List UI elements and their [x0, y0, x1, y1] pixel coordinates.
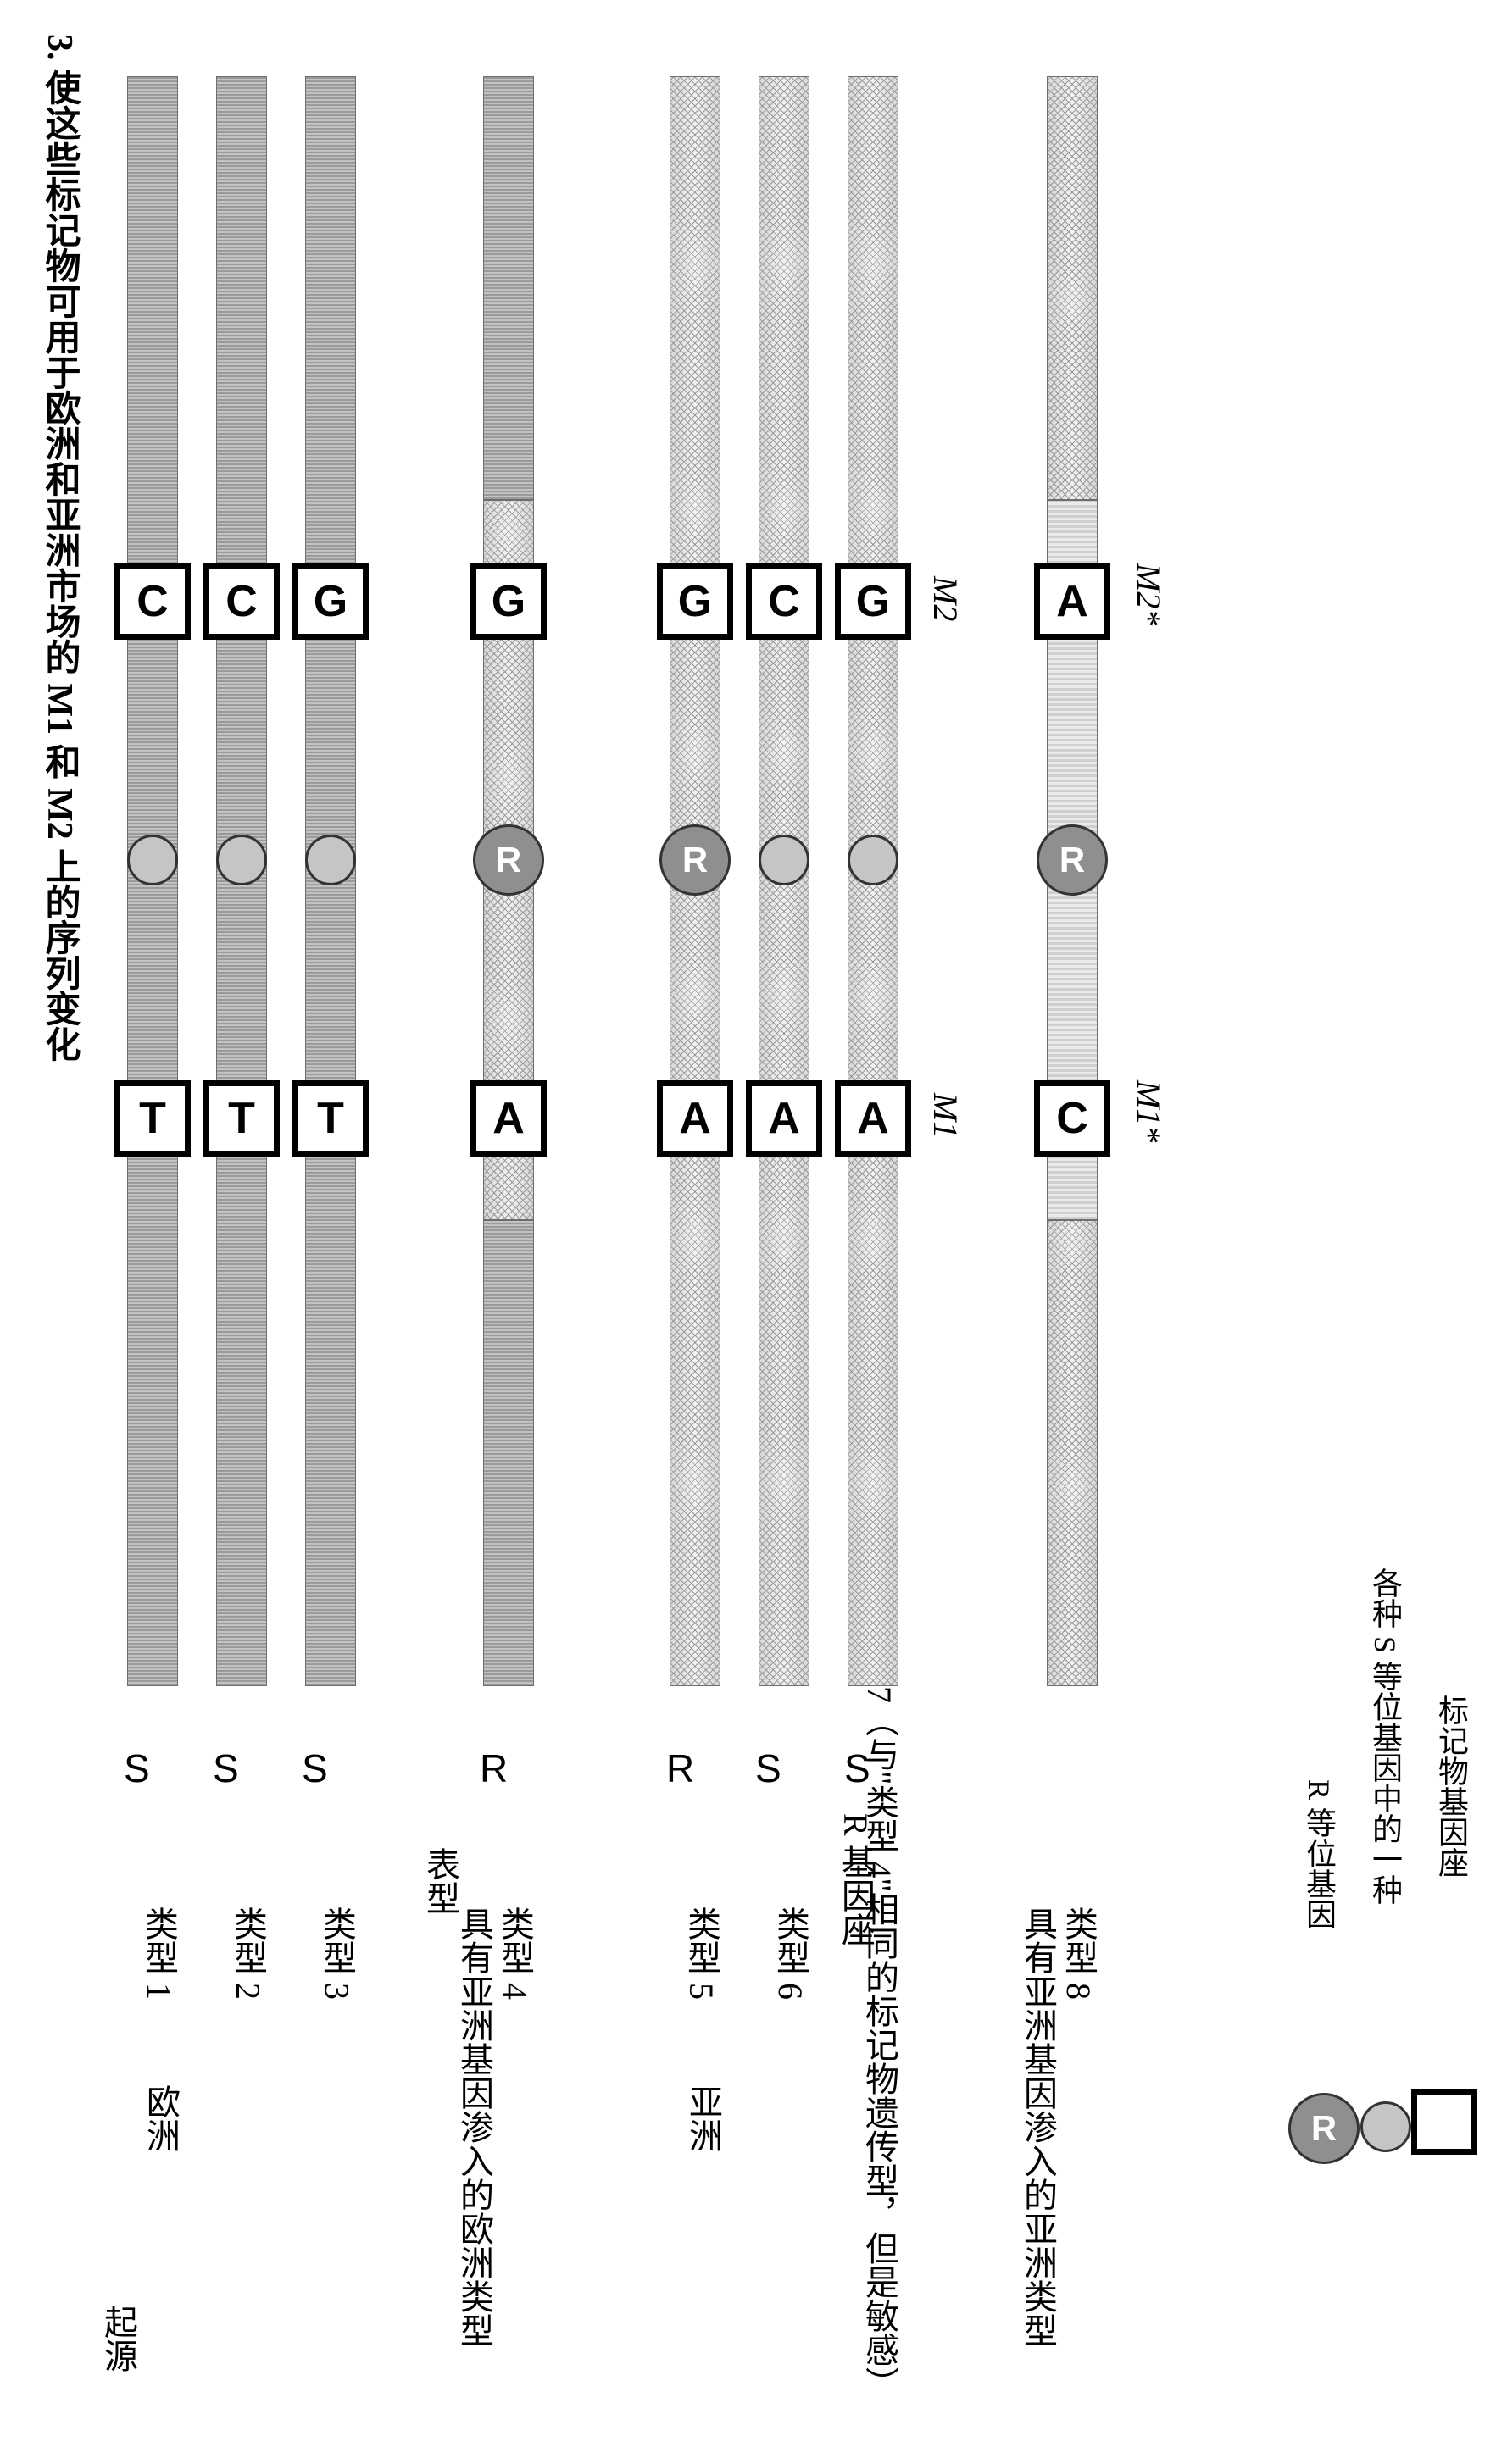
row-label: 类型 7（与"类型 4"相同的标记物遗传型，但是敏感） [854, 1610, 904, 2400]
col-origin: 起源 [93, 2305, 142, 2372]
legend-r-circle-icon: R [1288, 2093, 1360, 2164]
chromosome-bar [1047, 76, 1098, 500]
marker-m2: C [114, 563, 191, 640]
heading-europe: 欧洲 [136, 2084, 185, 2152]
marker-m1: T [203, 1080, 280, 1157]
marker-m1: A [835, 1080, 911, 1157]
marker-m1: T [114, 1080, 191, 1157]
marker-m2: G [470, 563, 547, 640]
phenotype: S [302, 1745, 328, 1791]
phenotype: S [844, 1745, 870, 1791]
legend-marker-box-icon [1411, 2089, 1477, 2155]
row-label: 类型 1 [134, 1906, 183, 2000]
marker-m1: C [1034, 1080, 1110, 1157]
legend-s-circle-icon [1360, 2101, 1411, 2152]
row-label: 类型 6 [765, 1906, 815, 2000]
legend-marker-locus: 标记物基因座 [1429, 1695, 1473, 1878]
locus-circle [305, 835, 356, 885]
axis-m1: M1 [926, 1093, 965, 1138]
marker-m2: A [1034, 563, 1110, 640]
locus-circle-r: R [473, 824, 544, 896]
row-label: 类型 4 [490, 1906, 539, 2000]
col-phenotype: 表型 [415, 1847, 464, 1915]
marker-m2: G [835, 563, 911, 640]
chromosome-bar [483, 76, 534, 500]
phenotype: R [666, 1745, 694, 1791]
phenotype: S [755, 1745, 781, 1791]
locus-circle [127, 835, 178, 885]
figure-title: 3. 使这些标记物可用于欧洲和亚洲市场的 M1 和 M2 上的序列变化 [34, 34, 86, 1062]
row-label: 类型 2 [223, 1906, 272, 2000]
marker-m2: C [746, 563, 822, 640]
axis-m1star: M1* [1129, 1080, 1169, 1142]
row-label: 类型 3 [312, 1906, 361, 2000]
marker-m1: T [292, 1080, 369, 1157]
phenotype: R [480, 1745, 508, 1791]
heading-asia: 亚洲 [678, 2084, 727, 2152]
legend-r-allele: R 等位基因 [1297, 1779, 1341, 1929]
locus-circle-r: R [1037, 824, 1108, 896]
marker-m2: C [203, 563, 280, 640]
chromosome-bar [1047, 1220, 1098, 1686]
phenotype: S [213, 1745, 239, 1791]
phenotype: S [124, 1745, 150, 1791]
marker-m1: A [470, 1080, 547, 1157]
legend-s-allele: 各种 S 等位基因中的一种 [1363, 1568, 1407, 1905]
marker-m2: G [657, 563, 733, 640]
marker-m1: A [746, 1080, 822, 1157]
marker-m2: G [292, 563, 369, 640]
locus-circle [216, 835, 267, 885]
row-label: 类型 8 [1054, 1906, 1103, 2000]
locus-circle-r: R [659, 824, 731, 896]
locus-circle [759, 835, 809, 885]
marker-m1: A [657, 1080, 733, 1157]
row-label: 类型 5 [676, 1906, 726, 2000]
locus-circle [848, 835, 898, 885]
axis-m2star: M2* [1129, 563, 1169, 625]
chromosome-bar [483, 1220, 534, 1686]
axis-m2: M2 [926, 576, 965, 621]
